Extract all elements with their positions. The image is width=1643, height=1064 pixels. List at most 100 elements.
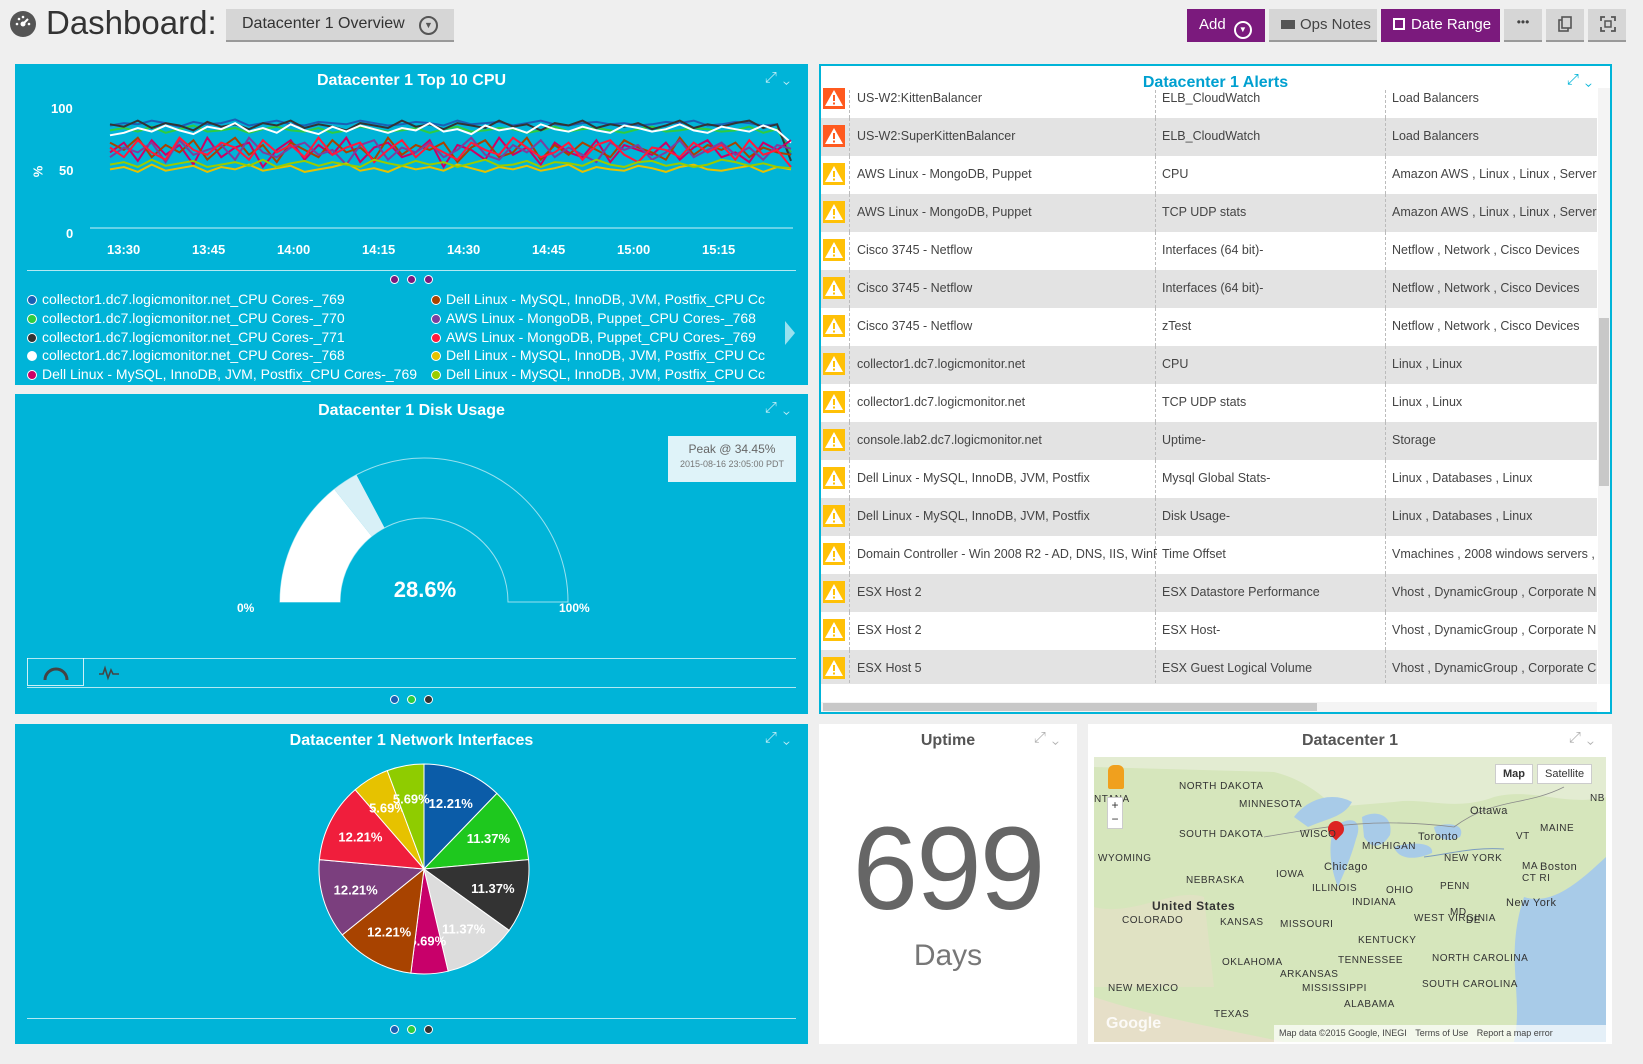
chevron-down-icon[interactable]: ⌄ bbox=[782, 69, 796, 86]
legend-item[interactable]: collector1.dc7.logicmonitor.net_CPU Core… bbox=[27, 309, 427, 328]
page-dot[interactable] bbox=[407, 275, 416, 284]
alert-row[interactable]: console.lab2.dc7.logicmonitor.net Uptime-… bbox=[821, 422, 1597, 460]
alert-groups[interactable]: Amazon AWS , Linux , Linux , Servers bbox=[1392, 167, 1597, 181]
date-range-button[interactable]: Date Range bbox=[1381, 9, 1500, 42]
street-view-icon[interactable] bbox=[1108, 765, 1124, 789]
legend-item[interactable]: collector1.dc7.logicmonitor.net_CPU Core… bbox=[27, 346, 427, 365]
page-dot[interactable] bbox=[424, 695, 433, 704]
alert-datasource[interactable]: Time Offset bbox=[1162, 547, 1226, 561]
legend-item[interactable]: AWS Linux - MongoDB, Puppet_CPU Cores-_7… bbox=[431, 328, 766, 347]
alert-host[interactable]: Dell Linux - MySQL, InnoDB, JVM, Postfix bbox=[857, 471, 1090, 485]
horizontal-scrollbar[interactable] bbox=[821, 702, 1597, 712]
alert-groups[interactable]: Vhost , DynamicGroup , Corporate N bbox=[1392, 585, 1597, 599]
alert-groups[interactable]: Storage bbox=[1392, 433, 1436, 447]
alert-host[interactable]: ESX Host 5 bbox=[857, 661, 922, 675]
legend-item[interactable]: Dell Linux - MySQL, InnoDB, JVM, Postfix… bbox=[431, 290, 766, 309]
alert-row[interactable]: Domain Controller - Win 2008 R2 - AD, DN… bbox=[821, 536, 1597, 574]
alert-host[interactable]: collector1.dc7.logicmonitor.net bbox=[857, 357, 1026, 371]
scrollbar-thumb[interactable] bbox=[823, 703, 1317, 711]
page-dot[interactable] bbox=[407, 1025, 416, 1034]
legend-item[interactable]: collector1.dc7.logicmonitor.net_CPU Core… bbox=[27, 290, 427, 309]
page-dot[interactable] bbox=[390, 695, 399, 704]
map-type-satellite-button[interactable]: Satellite bbox=[1537, 764, 1593, 784]
legend-item[interactable]: collector1.dc7.logicmonitor.net_CPU Core… bbox=[27, 328, 427, 347]
alert-host[interactable]: US-W2:SuperKittenBalancer bbox=[857, 129, 1016, 143]
alert-groups[interactable]: Amazon AWS , Linux , Linux , Servers bbox=[1392, 205, 1597, 219]
zoom-out-button[interactable]: − bbox=[1111, 812, 1119, 826]
alert-row[interactable]: Cisco 3745 - Netflow zTest Netflow , Netwo… bbox=[821, 308, 1597, 346]
dashboard-select[interactable]: Datacenter 1 Overview ▼ bbox=[226, 9, 454, 42]
page-dot[interactable] bbox=[407, 695, 416, 704]
alert-row[interactable]: collector1.dc7.logicmonitor.net TCP UDP s… bbox=[821, 384, 1597, 422]
alert-datasource[interactable]: Interfaces (64 bit)- bbox=[1162, 243, 1264, 257]
alert-datasource[interactable]: ESX Datastore Performance bbox=[1162, 585, 1320, 599]
clone-button[interactable] bbox=[1546, 9, 1584, 42]
alert-datasource[interactable]: ELB_CloudWatch bbox=[1162, 91, 1261, 105]
alert-groups[interactable]: Load Balancers bbox=[1392, 129, 1479, 143]
legend-item[interactable]: Dell Linux - MySQL, InnoDB, JVM, Postfix… bbox=[431, 365, 766, 384]
alert-groups[interactable]: Vhost , DynamicGroup , Corporate C bbox=[1392, 661, 1597, 675]
pie-slice[interactable] bbox=[423, 763, 498, 871]
expand-icon[interactable]: ⤢ bbox=[764, 399, 783, 416]
alert-row[interactable]: US-W2:SuperKittenBalancer ELB_CloudWatch L… bbox=[821, 118, 1597, 156]
pie-slice[interactable] bbox=[422, 792, 530, 870]
report-error-link[interactable]: Report a map error bbox=[1476, 1028, 1553, 1038]
alert-row[interactable]: collector1.dc7.logicmonitor.net CPU Linux … bbox=[821, 346, 1597, 384]
alert-groups[interactable]: Netflow , Network , Cisco Devices bbox=[1392, 319, 1580, 333]
alert-row[interactable]: ESX Host 5 ESX Guest Logical Volume Vhost … bbox=[821, 650, 1597, 684]
chevron-down-icon[interactable]: ⌄ bbox=[1051, 729, 1065, 746]
alert-groups[interactable]: Vhost , DynamicGroup , Corporate N bbox=[1392, 623, 1597, 637]
alert-groups[interactable]: Linux , Databases , Linux bbox=[1392, 471, 1533, 485]
alert-host[interactable]: Cisco 3745 - Netflow bbox=[857, 281, 973, 295]
add-button[interactable]: Add ▼ bbox=[1187, 9, 1265, 42]
alert-datasource[interactable]: CPU bbox=[1162, 357, 1189, 371]
alert-host[interactable]: AWS Linux - MongoDB, Puppet bbox=[857, 205, 1032, 219]
alert-row[interactable]: ESX Host 2 ESX Host- Vhost , DynamicGroup … bbox=[821, 612, 1597, 650]
alert-groups[interactable]: Load Balancers bbox=[1392, 91, 1479, 105]
legend-item[interactable]: AWS Linux - MongoDB, Puppet_CPU Cores-_7… bbox=[431, 309, 766, 328]
map-type-map-button[interactable]: Map bbox=[1495, 764, 1533, 784]
pie-slice[interactable] bbox=[341, 867, 425, 974]
expand-icon[interactable]: ⤢ bbox=[1033, 729, 1052, 746]
alert-host[interactable]: collector1.dc7.logicmonitor.net bbox=[857, 395, 1026, 409]
alert-row[interactable]: AWS Linux - MongoDB, Puppet TCP UDP stats… bbox=[821, 194, 1597, 232]
alert-row[interactable]: US-W2:KittenBalancer ELB_CloudWatch Load B… bbox=[821, 88, 1597, 118]
alert-host[interactable]: Cisco 3745 - Netflow bbox=[857, 319, 973, 333]
pie-slice[interactable] bbox=[386, 763, 425, 870]
ops-notes-button[interactable]: Ops Notes bbox=[1269, 9, 1377, 42]
legend-item[interactable]: Dell Linux - MySQL, InnoDB, JVM, Postfix… bbox=[431, 346, 766, 365]
alert-datasource[interactable]: ELB_CloudWatch bbox=[1162, 129, 1261, 143]
alert-row[interactable]: Dell Linux - MySQL, InnoDB, JVM, Postfix… bbox=[821, 460, 1597, 498]
alert-datasource[interactable]: TCP UDP stats bbox=[1162, 205, 1247, 219]
alert-row[interactable]: Cisco 3745 - Netflow Interfaces (64 bit)-… bbox=[821, 232, 1597, 270]
chevron-down-icon[interactable]: ⌄ bbox=[782, 399, 796, 416]
scrollbar-thumb[interactable] bbox=[1599, 318, 1609, 486]
alert-datasource[interactable]: Disk Usage- bbox=[1162, 509, 1231, 523]
alert-row[interactable]: ESX Host 2 ESX Datastore Performance Vhost… bbox=[821, 574, 1597, 612]
page-dot[interactable] bbox=[390, 1025, 399, 1034]
alert-host[interactable]: AWS Linux - MongoDB, Puppet bbox=[857, 167, 1032, 181]
chevron-down-icon[interactable]: ⌄ bbox=[782, 729, 796, 746]
alert-row[interactable]: Dell Linux - MySQL, InnoDB, JVM, Postfix… bbox=[821, 498, 1597, 536]
alert-datasource[interactable]: Mysql Global Stats- bbox=[1162, 471, 1271, 485]
expand-icon[interactable]: ⤢ bbox=[1568, 729, 1587, 746]
alert-host[interactable]: US-W2:KittenBalancer bbox=[857, 91, 983, 105]
alert-datasource[interactable]: Uptime- bbox=[1162, 433, 1206, 447]
page-dot[interactable] bbox=[424, 1025, 433, 1034]
zoom-in-button[interactable]: + bbox=[1111, 798, 1119, 812]
alert-datasource[interactable]: Interfaces (64 bit)- bbox=[1162, 281, 1264, 295]
alert-datasource[interactable]: CPU bbox=[1162, 167, 1189, 181]
alert-datasource[interactable]: ESX Host- bbox=[1162, 623, 1221, 637]
page-dot[interactable] bbox=[424, 275, 433, 284]
alert-groups[interactable]: Netflow , Network , Cisco Devices bbox=[1392, 281, 1580, 295]
map-canvas[interactable]: NORTH DAKOTA SOUTH DAKOTA MINNESOTA NTAN… bbox=[1094, 757, 1606, 1042]
alert-host[interactable]: Cisco 3745 - Netflow bbox=[857, 243, 973, 257]
alert-host[interactable]: ESX Host 2 bbox=[857, 623, 922, 637]
pie-slice[interactable] bbox=[422, 859, 530, 932]
pie-slice[interactable] bbox=[318, 859, 426, 936]
gauge-view-tab[interactable] bbox=[27, 658, 84, 686]
alert-host[interactable]: Domain Controller - Win 2008 R2 - AD, DN… bbox=[857, 547, 1157, 561]
fullscreen-button[interactable] bbox=[1588, 9, 1626, 42]
vertical-scrollbar[interactable] bbox=[1598, 88, 1610, 684]
more-button[interactable]: ••• bbox=[1504, 9, 1542, 42]
